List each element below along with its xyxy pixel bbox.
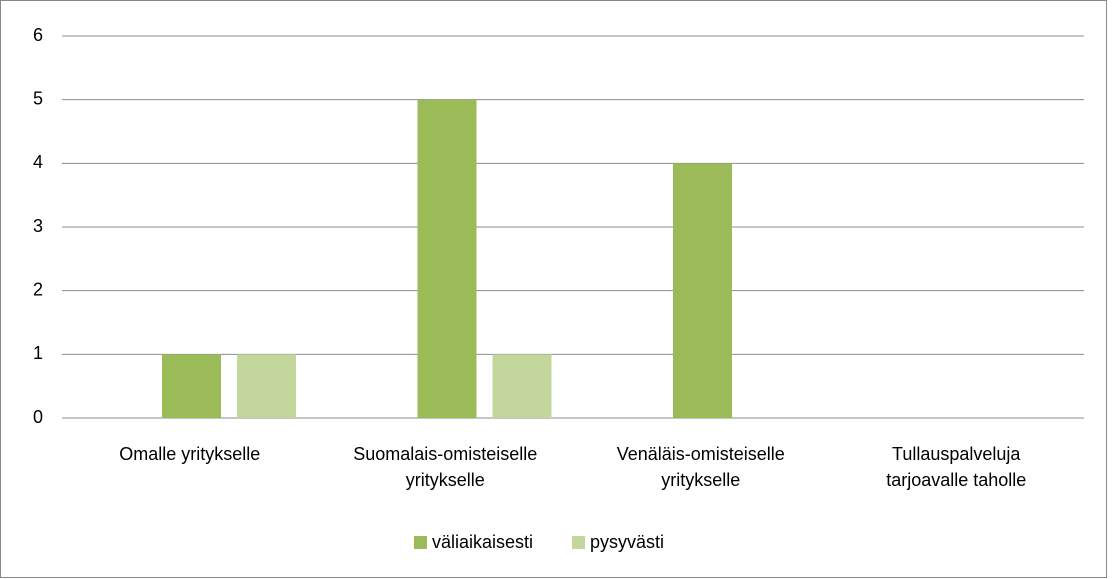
legend-swatch	[414, 536, 427, 549]
bar	[673, 163, 732, 418]
bar	[162, 354, 221, 418]
x-tick-label: Tullauspalveluja tarjoavalle taholle	[886, 444, 1027, 490]
legend-swatch	[572, 536, 585, 549]
y-tick-label: 2	[33, 279, 43, 299]
y-tick-label: 1	[33, 343, 43, 363]
x-tick-label: Venäläis-omisteiselle yritykselle	[616, 444, 785, 490]
legend-label: väliaikaisesti	[432, 532, 533, 552]
y-tick-label: 0	[33, 407, 43, 427]
x-tick-label: Omalle yritykselle	[119, 444, 261, 464]
bar	[492, 354, 552, 418]
y-tick-label: 4	[33, 152, 43, 172]
bar	[237, 354, 296, 418]
y-tick-label: 3	[33, 216, 43, 236]
y-tick-label: 5	[33, 88, 43, 108]
x-tick-label: Suomalais-omisteiselle yritykselle	[353, 444, 538, 490]
y-tick-label: 6	[33, 25, 43, 45]
legend-label: pysyvästi	[590, 532, 664, 552]
bar	[417, 99, 477, 419]
